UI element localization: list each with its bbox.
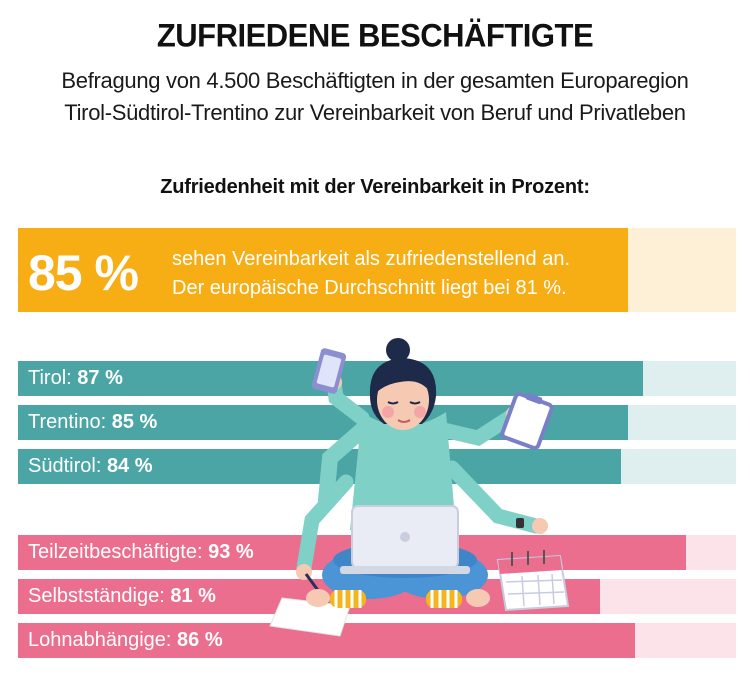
bar-label: Selbstständige: 81 %	[28, 579, 216, 614]
bar-category-label: Trentino:	[28, 411, 112, 433]
bar-value-label: 85 %	[111, 411, 158, 433]
bar-value-label: 84 %	[106, 455, 153, 477]
highlight-value: 85 %	[28, 245, 139, 301]
bar-category-label: Selbstständige:	[28, 585, 171, 607]
laptop-icon	[340, 505, 470, 574]
subtitle-line-1: Befragung von 4.500 Beschäftigten in der…	[61, 68, 689, 93]
bar-südtirol	[18, 449, 622, 484]
bar-category-label: Lohnabhängige:	[28, 629, 178, 651]
bar-label: Lohnabhängige: 86 %	[28, 623, 223, 658]
infographic-title: ZUFRIEDENE BESCHÄFTIGTE	[156, 17, 594, 54]
highlight-text-line-1: sehen Vereinbarkeit als zufriedenstellen…	[172, 248, 571, 270]
bar-category-label: Tirol:	[28, 367, 78, 389]
bar-category-label: Südtirol:	[28, 455, 107, 477]
highlight-fill	[18, 228, 629, 312]
bar-label: Tirol: 87 %	[28, 361, 123, 396]
bar-value-label: 81 %	[170, 585, 216, 607]
calendar-icon	[496, 550, 570, 612]
bar-value-label: 86 %	[177, 629, 223, 651]
bar-label: Teilzeitbeschäftigte: 93 %	[28, 535, 254, 570]
section-heading: Zufriedenheit mit der Vereinbarkeit in P…	[160, 176, 590, 198]
sock-icon	[330, 590, 366, 608]
sock-icon	[426, 590, 462, 608]
bar-label: Trentino: 85 %	[28, 405, 157, 440]
subtitle-line-2: Tirol-Südtirol-Trentino zur Vereinbarkei…	[64, 100, 686, 125]
highlight-text-line-2: Der europäische Durchschnitt liegt bei 8…	[172, 277, 567, 299]
phone-icon	[311, 348, 347, 394]
bar-value-label: 93 %	[208, 541, 254, 563]
clipboard-icon	[500, 392, 554, 450]
bar-category-label: Teilzeitbeschäftigte:	[28, 541, 209, 563]
bar-value-label: 87 %	[77, 367, 123, 389]
bar-label: Südtirol: 84 %	[28, 449, 153, 484]
highlight-track	[18, 228, 736, 312]
